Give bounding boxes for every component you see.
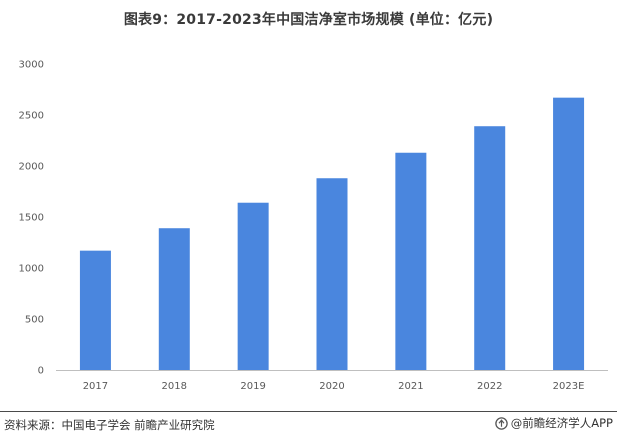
y-tick-label: 2000	[19, 162, 44, 173]
y-tick-label: 2500	[19, 111, 44, 122]
y-tick-label: 1000	[19, 264, 44, 275]
source-note: 资料来源：中国电子学会 前瞻产业研究院	[4, 418, 215, 432]
bar-2021	[395, 152, 427, 370]
brand-credit: @前瞻经济学人APP	[495, 415, 613, 431]
x-tick-label: 2019	[240, 381, 265, 392]
bar-series	[79, 97, 585, 370]
footer-divider	[0, 411, 617, 412]
x-tick-label: 2021	[398, 381, 423, 392]
x-tick-label: 2023E	[553, 381, 585, 392]
bar-chart: 0 500 1000 1500 2000 2500 3000 2017 2018 2019 202…	[19, 60, 608, 392]
bar-2020	[316, 178, 348, 370]
bar-2018	[158, 228, 190, 370]
x-tick-label: 2020	[319, 381, 344, 392]
brand-label: @前瞻经济学人APP	[510, 416, 613, 430]
x-axis-ticks: 2017 2018 2019 2020 2021 2022 2023E	[83, 381, 585, 392]
y-tick-label: 3000	[19, 60, 44, 71]
brand-logo-icon	[495, 416, 508, 430]
y-tick-label: 1500	[19, 213, 44, 224]
y-tick-label: 0	[38, 366, 44, 377]
bar-2019	[237, 202, 269, 370]
x-tick-label: 2022	[477, 381, 502, 392]
bar-2017	[79, 250, 111, 370]
x-tick-label: 2017	[83, 381, 108, 392]
chart-title: 图表9：2017-2023年中国洁净室市场规模 (单位：亿元)	[123, 12, 494, 28]
x-tick-label: 2018	[162, 381, 187, 392]
y-tick-label: 500	[25, 315, 44, 326]
bar-2023E	[553, 97, 585, 370]
bar-2022	[474, 126, 506, 370]
y-axis-ticks: 0 500 1000 1500 2000 2500 3000	[19, 60, 44, 377]
